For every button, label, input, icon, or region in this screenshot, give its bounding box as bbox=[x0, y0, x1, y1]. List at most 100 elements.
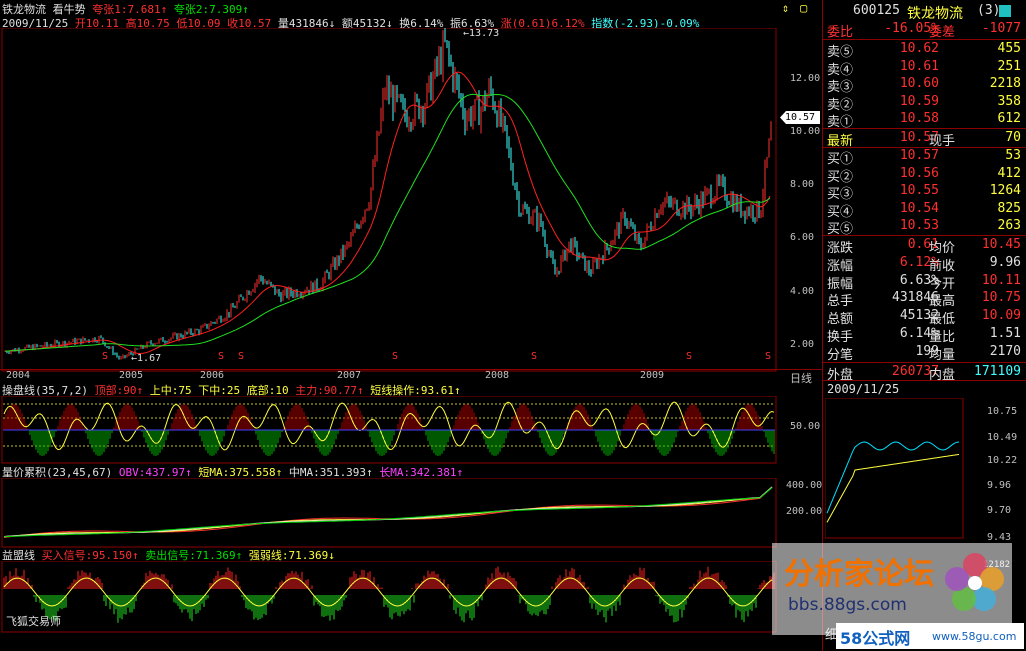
level-price: 10.61 bbox=[899, 58, 939, 74]
level-label: 卖⑤ bbox=[827, 45, 854, 60]
ask-row[interactable]: 卖③ 10.60 2218 bbox=[827, 76, 1021, 96]
pane3-legend: 益盟线 买入信号:95.150↑ 卖出信号:71.369↑ 强弱线:71.369… bbox=[2, 549, 335, 562]
up-arrow-icon: ↑ bbox=[160, 3, 168, 16]
stock-name: 铁龙物流 bbox=[2, 3, 46, 16]
level-label: 买② bbox=[827, 169, 854, 185]
intraday-chart[interactable] bbox=[825, 398, 965, 644]
indicator-name[interactable]: 看牛势 bbox=[52, 3, 86, 16]
level-volume: 825 bbox=[997, 200, 1021, 216]
sell-signal-marker: S bbox=[686, 351, 693, 362]
lock-icon[interactable]: ▢ bbox=[800, 1, 808, 15]
volume-label: 量431846 bbox=[277, 17, 329, 30]
level-volume: 1264 bbox=[989, 183, 1021, 199]
level-price: 10.59 bbox=[899, 93, 939, 109]
pane1-legend: 操盘线(35,7,2) 顶部:90↑ 上中:75 下中:25 底部:10 主力:… bbox=[2, 384, 461, 397]
level-volume: 53 bbox=[1005, 148, 1021, 163]
level-volume: 263 bbox=[997, 218, 1021, 234]
sell-signal-marker: S bbox=[102, 351, 109, 362]
level-label: 卖④ bbox=[827, 62, 854, 78]
date-label: 2009/11/25 bbox=[2, 17, 69, 30]
ask-row[interactable]: 卖④ 10.61 251 bbox=[827, 58, 1021, 78]
level-price: 10.60 bbox=[899, 76, 939, 92]
pane1-name[interactable]: 操盘线(35,7,2) bbox=[2, 384, 88, 397]
ask-row[interactable]: 卖② 10.59 358 bbox=[827, 93, 1021, 113]
pane1-chart[interactable] bbox=[0, 396, 822, 464]
price-tick: 12.00 bbox=[790, 73, 821, 84]
price-tick: 4.00 bbox=[790, 286, 815, 297]
param-2: 夸张2:7.309 bbox=[173, 3, 243, 16]
price-tick: 2.00 bbox=[790, 339, 815, 350]
stat-row: 换手 6.14% 量比 1.51 bbox=[827, 326, 1021, 345]
param-1: 夸张1:7.681 bbox=[92, 3, 161, 16]
change-label: 涨(0.61)6.12% bbox=[500, 17, 585, 30]
intraday-tick: 10.49 bbox=[987, 432, 1018, 443]
pin-icon[interactable]: ⇕ bbox=[782, 1, 790, 15]
chart-icon[interactable] bbox=[999, 5, 1011, 17]
up-arrow-icon: ↑ bbox=[242, 3, 249, 16]
intraday-tick: 10.22 bbox=[987, 455, 1018, 466]
amplitude-label: 振6.63% bbox=[449, 17, 495, 30]
intraday-tick: 9.43 bbox=[987, 532, 1012, 543]
stat-row: 涨幅 6.12% 前收 9.96 bbox=[827, 254, 1021, 274]
bid-row[interactable]: 买④ 10.54 825 bbox=[827, 200, 1021, 220]
bid-row[interactable]: 买② 10.56 412 bbox=[827, 165, 1021, 185]
stat-row: 振幅 6.63% 今开 10.11 bbox=[827, 272, 1021, 292]
level-volume: 612 bbox=[997, 111, 1021, 127]
forum-watermark: 分析家论坛 bbs.88gs.com bbox=[772, 543, 1012, 635]
sell-signal-marker: S bbox=[531, 351, 538, 362]
pane2-chart[interactable] bbox=[0, 478, 822, 548]
bid-row[interactable]: 买① 10.57 53 bbox=[827, 148, 1021, 167]
ask-row[interactable]: 卖① 10.58 612 bbox=[827, 111, 1021, 130]
stat-row: 总手 431846 最高 10.75 bbox=[827, 290, 1021, 310]
brand-watermark: 58公式网 www.58gu.com bbox=[836, 623, 1024, 649]
level-volume: 251 bbox=[997, 58, 1021, 74]
last-price-tag: 10.57 bbox=[780, 111, 820, 124]
index-label: 指数(-2.93)-0.09% bbox=[591, 17, 700, 30]
level-price: 10.62 bbox=[899, 41, 939, 56]
intraday-tick: 9.70 bbox=[987, 505, 1012, 516]
sell-signal-marker: S bbox=[765, 351, 772, 362]
open-label: 开10.11 bbox=[74, 17, 119, 30]
intraday-tick: 9.96 bbox=[987, 480, 1012, 491]
quote-line: 2009/11/25 开10.11 高10.75 低10.09 收10.57 量… bbox=[2, 17, 700, 30]
stock-code: 600125 bbox=[853, 3, 900, 18]
quote-stock-name: 铁龙物流 bbox=[907, 6, 963, 22]
level-price: 10.54 bbox=[899, 200, 939, 216]
period-label[interactable]: 日线 bbox=[790, 372, 812, 385]
bid-row[interactable]: 买⑤ 10.53 263 bbox=[827, 218, 1021, 238]
close-label: 收10.57 bbox=[227, 17, 272, 30]
high-label: 高10.75 bbox=[125, 17, 170, 30]
turnover-label: 换6.14% bbox=[399, 17, 444, 30]
level-label: 卖② bbox=[827, 97, 854, 113]
level-label: 买④ bbox=[827, 204, 854, 220]
level-price: 10.57 bbox=[899, 148, 939, 163]
level-price: 10.53 bbox=[899, 218, 939, 234]
sell-signal-marker: S bbox=[392, 351, 399, 362]
mini-chart-date: 2009/11/25 bbox=[827, 382, 900, 396]
sell-signal-marker: S bbox=[238, 351, 245, 362]
price-tick: 6.00 bbox=[790, 232, 815, 243]
app-corner-label: 飞狐交易师 bbox=[6, 615, 61, 628]
level-volume: 412 bbox=[997, 165, 1021, 181]
stat-row: 总额 45132 最低 10.09 bbox=[827, 308, 1021, 328]
ask-row[interactable]: 卖⑤ 10.62 455 bbox=[827, 41, 1021, 60]
flower-logo-icon bbox=[945, 553, 1004, 611]
time-axis: 2004 2005 2006 2007 2008 2009 日线 bbox=[0, 369, 822, 385]
price-tick: 8.00 bbox=[790, 179, 815, 190]
pane2-name[interactable]: 量价累积(23,45,67) bbox=[2, 466, 113, 479]
pane3-name[interactable]: 益盟线 bbox=[2, 549, 35, 562]
min-price-label: ←1.67 bbox=[131, 353, 162, 364]
level-label: 卖③ bbox=[827, 80, 854, 96]
level-price: 10.56 bbox=[899, 165, 939, 181]
main-chart[interactable] bbox=[0, 28, 822, 372]
stat-row: 涨跌 0.61 均价 10.45 bbox=[827, 237, 1021, 256]
level-volume: 358 bbox=[997, 93, 1021, 109]
level-label: 买⑤ bbox=[827, 222, 854, 238]
pane2-legend: 量价累积(23,45,67) OBV:437.97↑ 短MA:375.558↑ … bbox=[2, 466, 464, 479]
title-bar: 铁龙物流 看牛势 夸张1:7.681↑ 夸张2:7.309↑ bbox=[2, 1, 249, 17]
sell-signal-marker: S bbox=[218, 351, 225, 362]
level-label: 买③ bbox=[827, 187, 854, 203]
pane3-chart[interactable] bbox=[0, 561, 822, 633]
intraday-tick: 10.75 bbox=[987, 406, 1018, 417]
bid-row[interactable]: 买③ 10.55 1264 bbox=[827, 183, 1021, 203]
